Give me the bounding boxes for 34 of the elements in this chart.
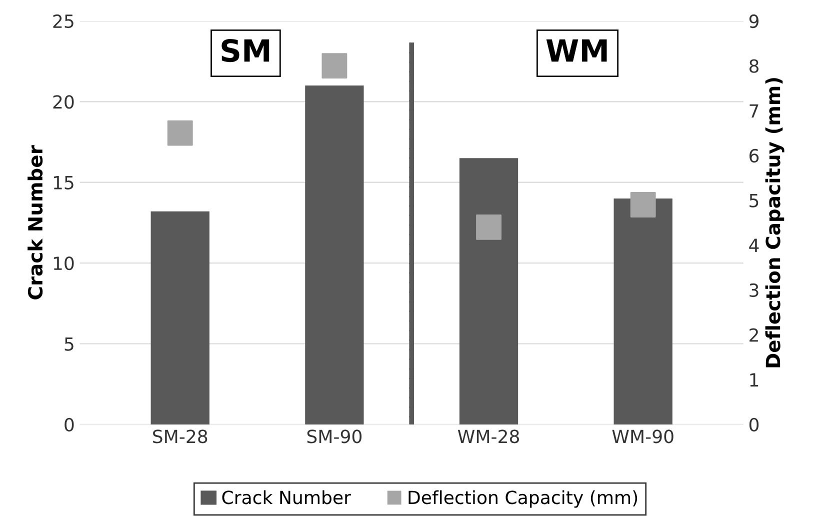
x-tick-label: SM-28 (153, 430, 208, 444)
y2-tick-label: 6 (750, 148, 759, 163)
legend-label: Crack Number (222, 490, 351, 504)
y2-tick-label: 4 (749, 238, 759, 252)
x-tick-label: WM-28 (458, 430, 519, 444)
y2-tick-label: 5 (750, 194, 758, 208)
y-tick-label: 15 (54, 176, 74, 190)
bar (305, 86, 364, 424)
y2-tick-label: 2 (750, 328, 758, 342)
point (167, 120, 193, 146)
y2-tick-label: 8 (749, 59, 759, 73)
x-tick-label: SM-90 (307, 430, 362, 444)
y-tick-label: 10 (54, 256, 74, 270)
y2-tick-label: 9 (749, 14, 758, 28)
point (322, 53, 348, 79)
y-tick-label: 20 (53, 95, 74, 109)
annotation: SM (222, 38, 270, 62)
y2-tick-label: 3 (750, 283, 758, 298)
annotation: WM (546, 39, 607, 62)
point (476, 214, 502, 240)
y-tick-label: 5 (64, 337, 74, 351)
y-tick-label: 25 (53, 14, 74, 28)
y2-tick-label: 0 (749, 418, 759, 432)
bar (459, 158, 518, 424)
y2-axis-title: Deflection Capacituy (mm) (765, 78, 784, 368)
bar (150, 211, 210, 424)
y-axis-title: Crack Number (28, 145, 43, 300)
y2-tick-label: 1 (750, 373, 758, 386)
point (630, 192, 656, 218)
x-tick-label: WM-90 (612, 430, 674, 444)
legend-label: Deflection Capacity (mm) (408, 490, 638, 508)
y-tick-label: 0 (64, 418, 74, 432)
y2-tick-label: 7 (750, 104, 758, 118)
bar (614, 198, 672, 424)
